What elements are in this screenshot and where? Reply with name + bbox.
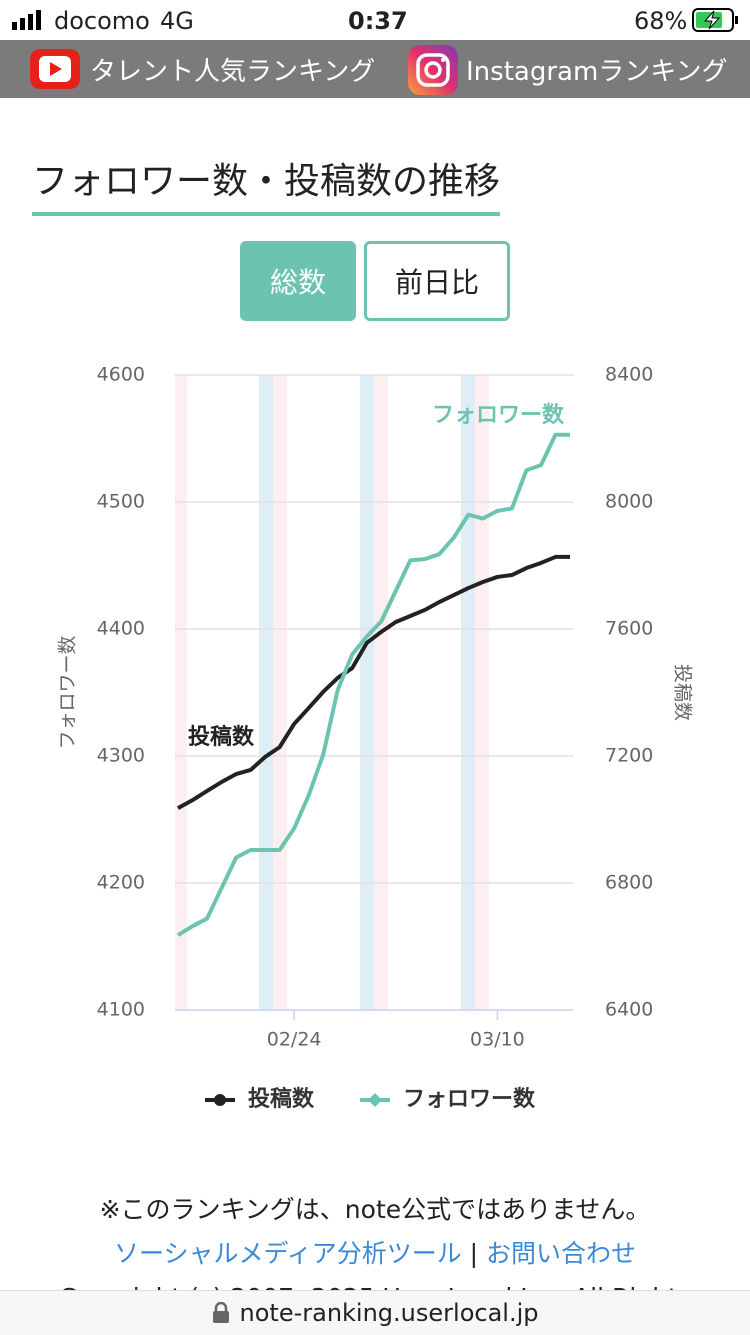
network: 4G <box>160 7 194 35</box>
status-bar: docomo 4G 0:37 68% <box>0 0 750 40</box>
signal-icon <box>12 10 41 30</box>
y-axis-title: フォロワー数 <box>57 635 79 749</box>
x-tick-label: 02/24 <box>267 1029 322 1051</box>
sunday-band <box>175 375 187 1010</box>
sunday-band <box>374 375 388 1010</box>
legend-label: フォロワー数 <box>403 1086 536 1112</box>
legend-label: 投稿数 <box>248 1086 315 1112</box>
y-tick-label: 4300 <box>97 745 145 767</box>
chart: 4100 4200 4300 4400 4500 4600 6400 6800 7200 7600… <box>57 364 694 1113</box>
saturday-band <box>461 375 475 1010</box>
tab-active[interactable]: 総数 <box>240 241 356 321</box>
x-tick-label: 03/10 <box>470 1029 525 1051</box>
legend-item: 投稿数 <box>205 1086 315 1112</box>
disclaimer: ※このランキングは、note公式ではありません。 <box>99 1195 651 1224</box>
section-title: フォロワー数・投稿数の推移 <box>32 152 501 216</box>
y-tick-label: 4200 <box>97 872 145 894</box>
series-label: フォロワー数 <box>432 402 565 428</box>
y2-tick-label: 8000 <box>605 491 653 513</box>
y-tick-label: 4600 <box>97 364 145 386</box>
separator: | <box>469 1239 479 1268</box>
banner-link[interactable]: タレント人気ランキング <box>90 57 376 87</box>
link[interactable]: ソーシャルメディア分析ツール <box>113 1239 462 1268</box>
series-line <box>177 554 570 810</box>
youtube-icon <box>30 49 80 89</box>
y2-axis-title: 投稿数 <box>672 664 694 721</box>
series-line <box>176 432 570 937</box>
banner-link[interactable]: Instagramランキング <box>466 57 728 87</box>
y-tick-label: 4500 <box>97 491 145 513</box>
instagram-icon <box>408 45 458 95</box>
y2-tick-label: 7200 <box>605 745 653 767</box>
sunday-band <box>273 375 287 1010</box>
y2-tick-label: 6400 <box>605 999 653 1021</box>
weekend-bands <box>175 375 489 1010</box>
y2-tick-label: 8400 <box>605 364 653 386</box>
lock-icon <box>212 1302 229 1323</box>
sunday-band <box>475 375 489 1010</box>
url-bar: note-ranking.userlocal.jp <box>0 1290 750 1335</box>
saturday-band <box>360 375 374 1010</box>
legend-item: フォロワー数 <box>360 1086 536 1112</box>
footer-links: ソーシャルメディア分析ツール | お問い合わせ <box>0 1232 750 1276</box>
y-tick-label: 4100 <box>97 999 145 1021</box>
carrier: docomo <box>54 7 150 35</box>
series-label: 投稿数 <box>188 724 255 750</box>
y-tick-label: 4400 <box>97 618 145 640</box>
y2-tick-label: 6800 <box>605 872 653 894</box>
y2-tick-label: 7600 <box>605 618 653 640</box>
link[interactable]: お問い合わせ <box>486 1239 637 1268</box>
legend-marker <box>214 1094 226 1106</box>
legend-marker <box>368 1093 382 1107</box>
banner: タレント人気ランキング Instagramランキング <box>0 40 750 98</box>
time: 0:37 <box>348 7 408 35</box>
tab[interactable]: 前日比 <box>364 241 510 321</box>
battery-icon <box>692 8 738 32</box>
saturday-band <box>259 375 273 1010</box>
url: note-ranking.userlocal.jp <box>239 1299 539 1327</box>
battery-text: 68% <box>634 7 688 35</box>
